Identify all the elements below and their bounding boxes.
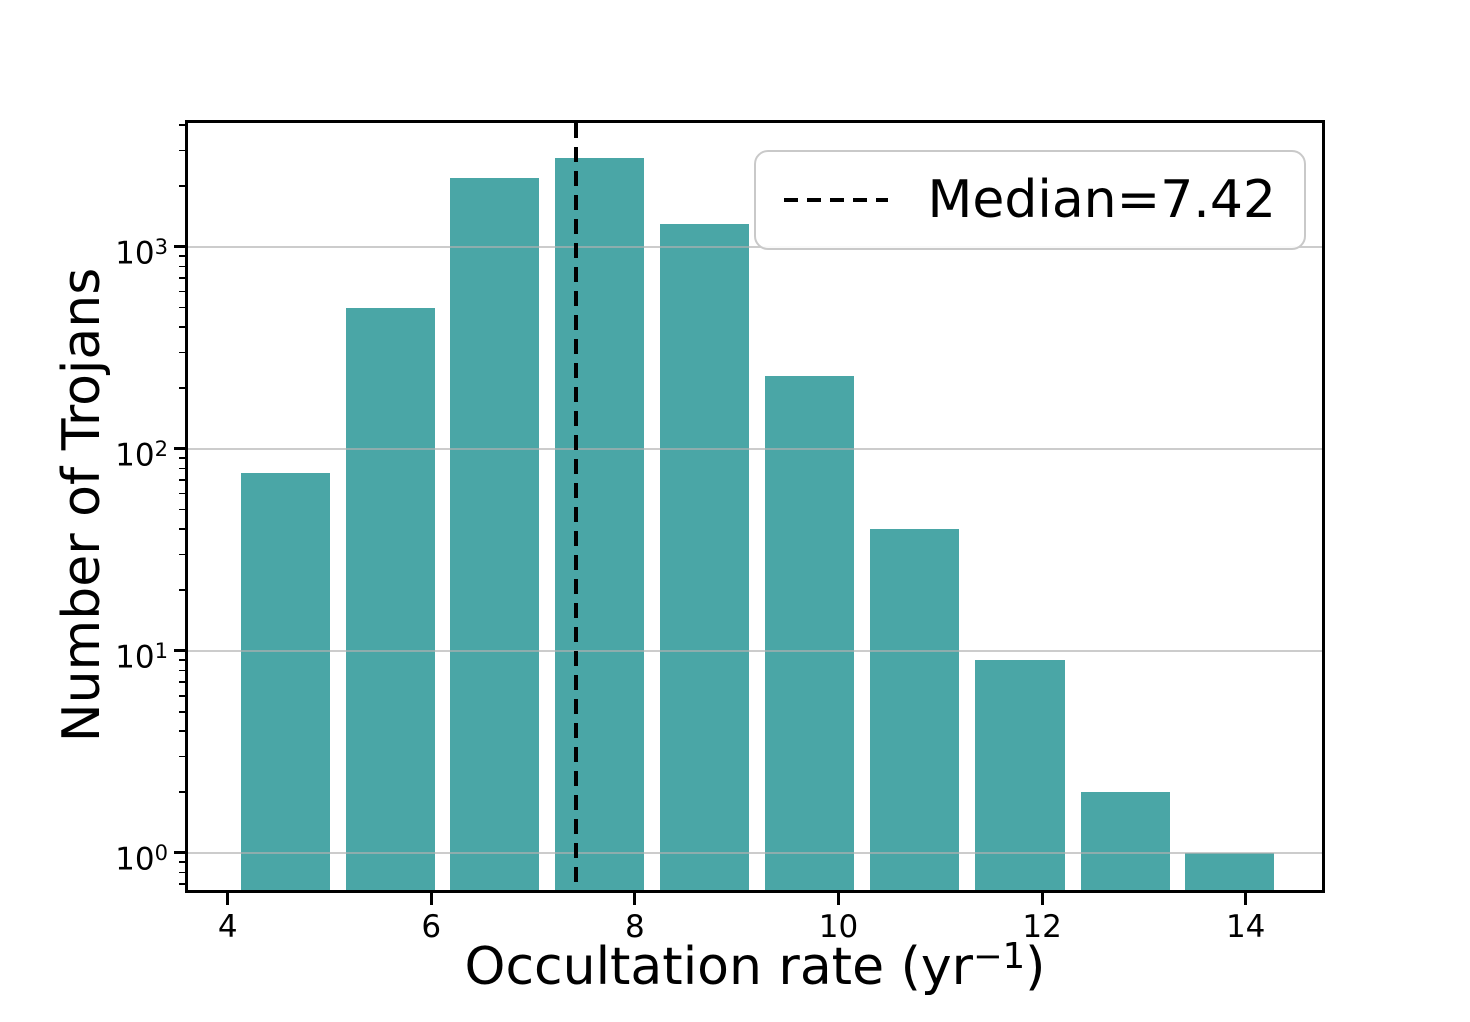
median-dashed-line-sample bbox=[783, 198, 888, 202]
histogram-bar bbox=[660, 223, 750, 890]
y-axis-minor-tick bbox=[179, 694, 185, 697]
x-axis-tick-label: 12 bbox=[1022, 909, 1062, 945]
x-axis-tick-label: 10 bbox=[818, 909, 859, 945]
y-axis-minor-tick bbox=[179, 326, 185, 329]
histogram-bar bbox=[240, 472, 330, 890]
y-axis-minor-tick bbox=[179, 479, 185, 481]
x-axis-tick bbox=[837, 893, 840, 905]
legend: Median=7.42 bbox=[753, 150, 1306, 250]
y-axis-minor-tick bbox=[179, 290, 185, 293]
legend-label: Median=7.42 bbox=[927, 170, 1277, 230]
x-axis-title-superscript: −1 bbox=[973, 936, 1026, 977]
histogram-bar bbox=[974, 660, 1065, 890]
y-axis-minor-tick bbox=[179, 553, 185, 556]
y-axis-minor-tick bbox=[179, 255, 185, 257]
y-tick-base: 10 bbox=[115, 235, 155, 272]
y-axis-minor-tick bbox=[179, 791, 185, 793]
y-axis-minor-tick bbox=[179, 277, 185, 279]
y-axis-tick-label: 103 bbox=[52, 228, 168, 272]
y-axis-minor-tick bbox=[179, 467, 185, 470]
y-axis-minor-tick bbox=[179, 124, 185, 127]
y-axis-minor-tick bbox=[179, 508, 185, 511]
y-axis-minor-tick bbox=[179, 871, 185, 874]
histogram-bar bbox=[764, 375, 854, 890]
y-axis-minor-tick bbox=[179, 755, 185, 758]
x-axis-tick-label: 6 bbox=[421, 909, 442, 945]
y-tick-exponent: 2 bbox=[154, 435, 168, 461]
y-axis-tick-label: 101 bbox=[52, 632, 168, 676]
y-axis-minor-tick bbox=[179, 387, 185, 389]
x-axis-tick-label: 8 bbox=[625, 909, 645, 945]
y-tick-base: 10 bbox=[115, 841, 155, 878]
y-axis-minor-tick bbox=[179, 185, 185, 187]
y-gridline bbox=[188, 649, 1322, 652]
median-line bbox=[574, 123, 578, 890]
y-gridline bbox=[188, 851, 1322, 854]
y-axis-minor-tick bbox=[179, 149, 185, 152]
x-axis-tick-label: 4 bbox=[217, 909, 238, 945]
y-tick-base: 10 bbox=[115, 639, 155, 676]
y-axis-minor-tick bbox=[179, 710, 185, 713]
y-axis-major-tick bbox=[174, 649, 185, 653]
y-axis-minor-tick bbox=[179, 528, 185, 531]
y-axis-minor-tick bbox=[179, 492, 185, 495]
x-axis-tick bbox=[1040, 893, 1044, 905]
y-axis-minor-tick bbox=[179, 669, 185, 672]
histogram-bar bbox=[450, 177, 540, 890]
y-gridline bbox=[188, 245, 1322, 248]
x-axis-title-suffix: ) bbox=[1025, 936, 1046, 997]
y-tick-exponent: 0 bbox=[154, 839, 168, 865]
x-axis-title: Occultation rate (yr−1) bbox=[188, 936, 1322, 997]
y-axis-minor-tick bbox=[179, 861, 185, 863]
x-axis-tick bbox=[633, 893, 637, 905]
x-axis-title-text: Occultation rate (yr bbox=[464, 936, 974, 997]
y-axis-tick-label: 102 bbox=[52, 430, 168, 474]
y-axis-major-tick bbox=[174, 447, 185, 451]
y-axis-tick-label: 100 bbox=[52, 834, 168, 878]
y-axis-minor-tick bbox=[179, 457, 185, 459]
histogram-bar bbox=[555, 158, 645, 890]
x-axis-tick-label: 14 bbox=[1225, 909, 1266, 945]
y-axis-minor-tick bbox=[179, 351, 185, 354]
y-axis-minor-tick bbox=[179, 265, 185, 268]
y-axis-minor-tick bbox=[179, 681, 185, 683]
y-axis-major-tick bbox=[174, 851, 185, 855]
y-gridline bbox=[188, 447, 1322, 450]
y-axis-minor-tick bbox=[179, 883, 185, 886]
plot-area: Median=7.42 100 101 102 103 4 6 8 10 12 14 bbox=[115, 120, 1325, 945]
histogram-bar bbox=[1185, 852, 1275, 890]
y-tick-exponent: 1 bbox=[154, 637, 168, 663]
x-axis-tick bbox=[429, 893, 433, 905]
histogram-bar bbox=[869, 529, 959, 890]
y-tick-base: 10 bbox=[115, 437, 155, 474]
histogram-bar bbox=[1080, 792, 1170, 890]
y-axis-major-tick bbox=[174, 245, 185, 249]
x-axis-tick bbox=[1244, 893, 1248, 905]
y-axis-minor-tick bbox=[179, 306, 185, 309]
y-tick-exponent: 3 bbox=[154, 233, 168, 259]
histogram-bar bbox=[345, 307, 435, 890]
y-axis-minor-tick bbox=[179, 659, 185, 661]
x-axis-tick bbox=[226, 893, 230, 905]
y-axis-minor-tick bbox=[179, 589, 185, 591]
y-axis-minor-tick bbox=[179, 730, 185, 733]
